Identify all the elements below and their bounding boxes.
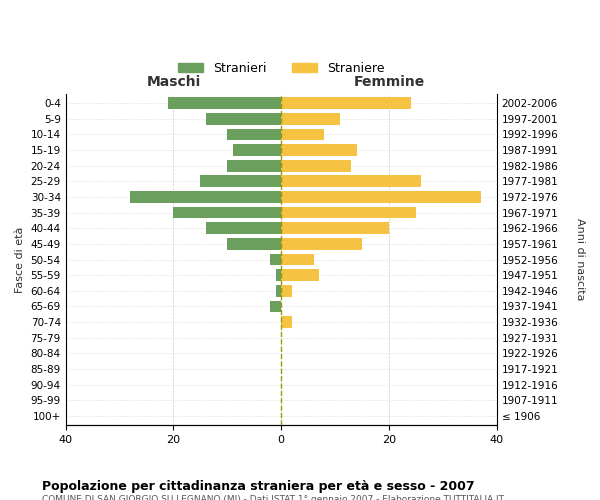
Bar <box>281 285 292 296</box>
Y-axis label: Anni di nascita: Anni di nascita <box>575 218 585 301</box>
Bar <box>206 113 281 124</box>
Bar <box>281 98 410 109</box>
Bar <box>281 254 314 266</box>
Bar <box>281 128 325 140</box>
Legend: Stranieri, Straniere: Stranieri, Straniere <box>173 57 389 80</box>
Bar <box>200 176 281 187</box>
Bar <box>271 254 281 266</box>
Bar <box>271 300 281 312</box>
Bar <box>281 191 481 203</box>
Bar <box>168 98 281 109</box>
Bar <box>281 222 389 234</box>
Bar <box>173 207 281 218</box>
Bar <box>130 191 281 203</box>
Bar <box>227 128 281 140</box>
Bar <box>281 316 292 328</box>
Text: Femmine: Femmine <box>353 75 425 89</box>
Bar <box>206 222 281 234</box>
Y-axis label: Fasce di età: Fasce di età <box>15 226 25 292</box>
Text: Maschi: Maschi <box>146 75 200 89</box>
Bar <box>281 238 362 250</box>
Bar <box>276 285 281 296</box>
Bar <box>233 144 281 156</box>
Bar <box>227 160 281 172</box>
Bar <box>281 176 421 187</box>
Bar <box>276 270 281 281</box>
Bar <box>281 113 340 124</box>
Bar <box>281 270 319 281</box>
Text: Popolazione per cittadinanza straniera per età e sesso - 2007: Popolazione per cittadinanza straniera p… <box>42 480 475 493</box>
Text: COMUNE DI SAN GIORGIO SU LEGNANO (MI) - Dati ISTAT 1° gennaio 2007 - Elaborazion: COMUNE DI SAN GIORGIO SU LEGNANO (MI) - … <box>42 495 504 500</box>
Bar <box>227 238 281 250</box>
Bar <box>281 160 351 172</box>
Bar <box>281 207 416 218</box>
Bar <box>281 144 356 156</box>
